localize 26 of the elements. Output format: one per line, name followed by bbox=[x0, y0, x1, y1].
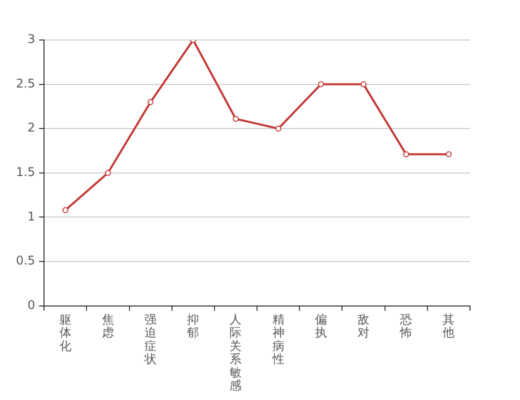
point bbox=[148, 99, 154, 106]
y-tick-label: 0.5 bbox=[16, 254, 36, 268]
point bbox=[104, 170, 111, 176]
y-tick-label: 2 bbox=[27, 120, 36, 135]
point bbox=[62, 207, 68, 214]
x-tick-label: 偏执 bbox=[314, 312, 327, 340]
x-tick-label: 躯体化 bbox=[59, 312, 72, 353]
x-tick-label: 人际关系敏感 bbox=[230, 312, 242, 393]
y-tick-label: 1.5 bbox=[16, 165, 36, 180]
x-tick-label: 强迫症状 bbox=[144, 312, 157, 366]
point bbox=[446, 151, 452, 158]
y-tick-label: 0 bbox=[27, 298, 36, 312]
y-tick-label: 2.5 bbox=[16, 76, 36, 90]
x-tick-label: 焦虑 bbox=[102, 312, 114, 340]
point bbox=[232, 116, 239, 122]
x-tick-label: 其他 bbox=[442, 312, 455, 340]
x-tick-label: 敌对 bbox=[358, 312, 370, 340]
point bbox=[318, 81, 324, 88]
y-tick-label: 1 bbox=[27, 209, 36, 224]
x-tick-label: 精神病性 bbox=[271, 312, 284, 366]
x-tick-label: 抑郁 bbox=[187, 312, 200, 340]
x-tick-label: 恐怖 bbox=[399, 312, 412, 340]
point bbox=[403, 151, 410, 158]
point bbox=[275, 126, 282, 132]
y-tick-label: 3 bbox=[27, 32, 36, 46]
point bbox=[360, 81, 367, 88]
